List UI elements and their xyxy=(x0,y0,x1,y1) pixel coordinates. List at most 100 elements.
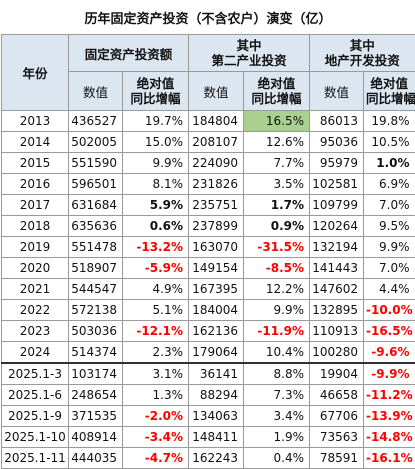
value-cell: 163070 xyxy=(188,236,244,258)
growth-cell: 0.6% xyxy=(122,215,189,237)
year-cell: 2025.1-9 xyxy=(1,405,69,427)
value-cell: 408914 xyxy=(68,426,123,448)
growth-cell: 1.7% xyxy=(243,194,310,216)
growth-cell: 5.1% xyxy=(122,299,189,321)
value-cell: 110913 xyxy=(309,320,364,342)
growth-cell: 10.4% xyxy=(243,341,310,364)
group-header-fixed-asset: 固定资产投资额 xyxy=(68,34,189,72)
growth-cell: 16.5% xyxy=(243,110,310,132)
growth-cell: -2.0% xyxy=(122,405,189,427)
growth-cell: -5.9% xyxy=(122,257,189,279)
value-cell: 551590 xyxy=(68,152,123,174)
year-cell: 2017 xyxy=(1,194,69,216)
growth-cell: 5.9% xyxy=(122,194,189,216)
value-cell: 184804 xyxy=(188,110,244,132)
year-cell: 2025.1-10 xyxy=(1,426,69,448)
value-cell: 67706 xyxy=(309,405,364,427)
growth-cell: 9.9% xyxy=(122,152,189,174)
value-cell: 179064 xyxy=(188,341,244,364)
growth-cell: 1.9% xyxy=(243,426,310,448)
year-cell: 2015 xyxy=(1,152,69,174)
growth-header: 绝对值 同比增幅 xyxy=(363,71,415,111)
year-cell: 2022 xyxy=(1,299,69,321)
growth-header: 绝对值 同比增幅 xyxy=(122,71,189,111)
year-cell: 2019 xyxy=(1,236,69,258)
table-row: 2021 544547 4.9% 167395 12.2% 147602 4.4% xyxy=(1,278,415,300)
growth-cell: 12.6% xyxy=(243,131,310,153)
value-cell: 19904 xyxy=(309,362,364,385)
value-cell: 631684 xyxy=(68,194,123,216)
table-row: 2025.1-11 444035 -4.7% 162243 0.4% 78591 -16.1… xyxy=(1,447,415,469)
value-cell: 518907 xyxy=(68,257,123,279)
growth-cell: -31.5% xyxy=(243,236,310,258)
value-cell: 103174 xyxy=(68,362,123,385)
table-row: 2019 551478 -13.2% 163070 -31.5% 132194 9.9% xyxy=(1,236,415,258)
value-cell: 46658 xyxy=(309,384,364,406)
group-header-real-estate: 其中 地产开发投资 xyxy=(309,34,415,72)
value-cell: 208107 xyxy=(188,131,244,153)
table-row: 2025.1-9 371535 -2.0% 134063 3.4% 67706 -13.9% xyxy=(1,405,415,427)
table-row: 2017 631684 5.9% 235751 1.7% 109799 7.0% xyxy=(1,194,415,216)
year-cell: 2020 xyxy=(1,257,69,279)
table-row: 2024 514374 2.3% 179064 10.4% 100280 -9.6% xyxy=(1,341,415,364)
table-row: 2015 551590 9.9% 224090 7.7% 95979 1.0% xyxy=(1,152,415,174)
growth-cell: 3.1% xyxy=(122,362,189,385)
growth-cell: -10.0% xyxy=(363,299,415,321)
growth-cell: 0.9% xyxy=(243,215,310,237)
table-row: 2025.1-3 103174 3.1% 36141 8.8% 19904 -9.9% xyxy=(1,362,415,385)
value-cell: 95036 xyxy=(309,131,364,153)
value-cell: 109799 xyxy=(309,194,364,216)
value-cell: 167395 xyxy=(188,278,244,300)
growth-cell: -12.1% xyxy=(122,320,189,342)
growth-cell: 8.8% xyxy=(243,362,310,385)
growth-cell: -13.2% xyxy=(122,236,189,258)
table-row: 2025.1-10 408914 -3.4% 148411 1.9% 73563 -14.8… xyxy=(1,426,415,448)
growth-cell: 19.8% xyxy=(363,110,415,132)
value-cell: 88294 xyxy=(188,384,244,406)
growth-cell: 4.9% xyxy=(122,278,189,300)
value-cell: 224090 xyxy=(188,152,244,174)
value-cell: 78591 xyxy=(309,447,364,469)
growth-cell: 9.9% xyxy=(363,236,415,258)
value-cell: 514374 xyxy=(68,341,123,364)
value-cell: 162243 xyxy=(188,447,244,469)
group-header-secondary-industry-text: 其中 第二产业投资 xyxy=(211,38,287,68)
year-header: 年份 xyxy=(1,34,69,111)
growth-cell: 2.3% xyxy=(122,341,189,364)
year-cell: 2016 xyxy=(1,173,69,195)
value-header: 数值 xyxy=(309,71,364,111)
growth-cell: 7.3% xyxy=(243,384,310,406)
growth-cell: -9.6% xyxy=(363,341,415,364)
value-cell: 102581 xyxy=(309,173,364,195)
table-row: 2018 635636 0.6% 237899 0.9% 120264 9.5% xyxy=(1,215,415,237)
value-cell: 502005 xyxy=(68,131,123,153)
value-cell: 36141 xyxy=(188,362,244,385)
value-cell: 235751 xyxy=(188,194,244,216)
growth-cell: 4.4% xyxy=(363,278,415,300)
value-cell: 162136 xyxy=(188,320,244,342)
growth-cell: 0.4% xyxy=(243,447,310,469)
growth-cell: -16.5% xyxy=(363,320,415,342)
growth-cell: 6.9% xyxy=(363,173,415,195)
value-cell: 371535 xyxy=(68,405,123,427)
value-cell: 184004 xyxy=(188,299,244,321)
year-cell: 2021 xyxy=(1,278,69,300)
value-cell: 231826 xyxy=(188,173,244,195)
value-cell: 86013 xyxy=(309,110,364,132)
table-row: 2022 572138 5.1% 184004 9.9% 132895 -10.0% xyxy=(1,299,415,321)
group-header-secondary-industry: 其中 第二产业投资 xyxy=(188,34,310,72)
year-cell: 2025.1-11 xyxy=(1,447,69,469)
value-cell: 436527 xyxy=(68,110,123,132)
growth-cell: 1.3% xyxy=(122,384,189,406)
year-cell: 2025.1-3 xyxy=(1,362,69,385)
year-cell: 2014 xyxy=(1,131,69,153)
table-row: 2025.1-6 248654 1.3% 88294 7.3% 46658 -11.2% xyxy=(1,384,415,406)
growth-cell: -13.9% xyxy=(363,405,415,427)
value-cell: 596501 xyxy=(68,173,123,195)
value-cell: 120264 xyxy=(309,215,364,237)
growth-cell: 3.4% xyxy=(243,405,310,427)
value-cell: 237899 xyxy=(188,215,244,237)
year-cell: 2025.1-6 xyxy=(1,384,69,406)
year-cell: 2023 xyxy=(1,320,69,342)
